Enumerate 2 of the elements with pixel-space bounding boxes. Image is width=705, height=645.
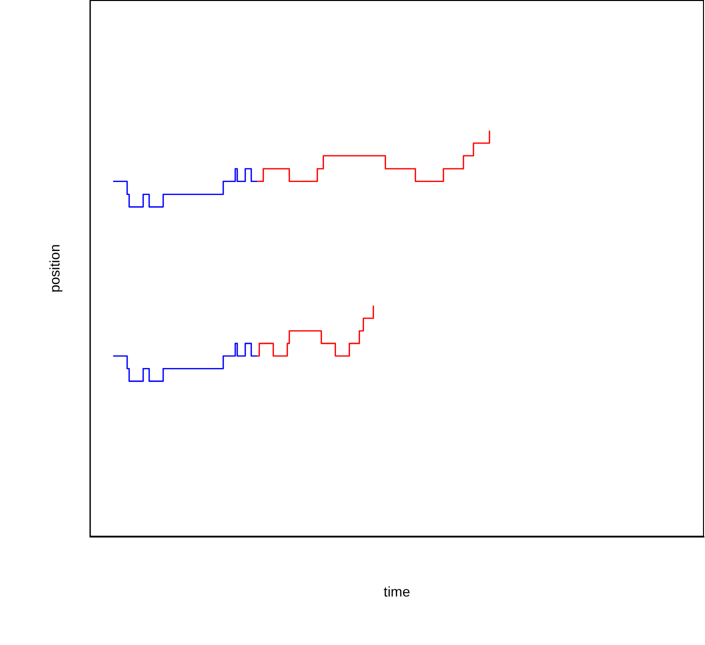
x-axis-title: time: [384, 583, 410, 600]
y-axis-title: position: [46, 244, 62, 293]
